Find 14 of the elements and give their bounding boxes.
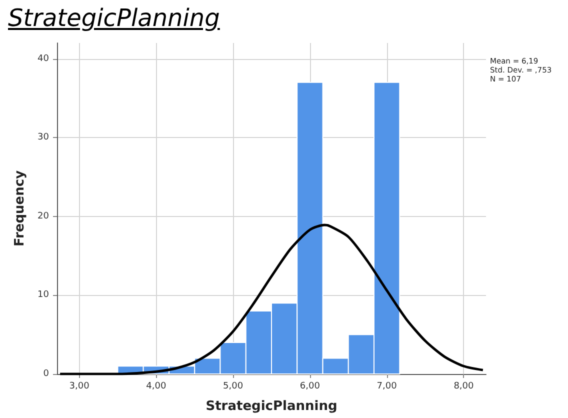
x-tick-label: 3,00 <box>69 382 90 392</box>
y-tick-label: 20 <box>38 211 50 222</box>
y-tick-label: 0 <box>43 369 50 379</box>
x-tick-label: 4,00 <box>146 382 166 392</box>
x-axis-title: StrategicPlanning <box>206 399 338 414</box>
y-axis-title: Frequency <box>12 170 28 247</box>
x-tick-label: 8,00 <box>454 382 474 392</box>
x-tick-label: 6,00 <box>300 382 320 392</box>
chart-title: StrategicPlanning <box>8 4 220 32</box>
y-tick-label: 30 <box>38 132 50 143</box>
x-tick-label: 7,00 <box>376 382 398 392</box>
y-tick-label: 10 <box>38 290 50 300</box>
y-tick-label: 40 <box>38 54 50 64</box>
x-tick-label: 5,00 <box>223 382 244 392</box>
